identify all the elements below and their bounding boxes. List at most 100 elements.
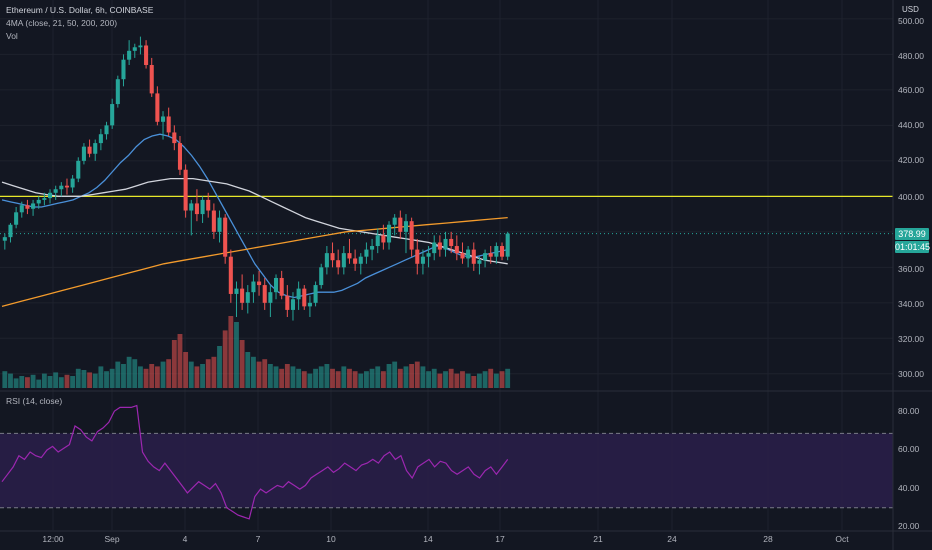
candle-body xyxy=(189,203,194,211)
volume-bar xyxy=(420,366,426,388)
volume-bar xyxy=(217,346,222,388)
candle xyxy=(477,256,482,275)
volume-bar xyxy=(318,366,324,388)
legend-vol[interactable]: Vol xyxy=(6,31,18,41)
candle-body xyxy=(460,253,465,259)
price-tick: 300.00 xyxy=(898,369,924,379)
candle-body xyxy=(347,253,352,259)
volume-bar xyxy=(13,378,19,388)
volume-bar xyxy=(19,376,25,388)
date-tick: 21 xyxy=(593,534,603,544)
volume-bar xyxy=(25,377,30,388)
candle-body xyxy=(279,277,284,296)
volume-bar xyxy=(256,361,262,388)
volume-bar xyxy=(41,373,47,388)
candle-body xyxy=(25,205,30,209)
candle xyxy=(324,246,329,275)
volume-bar xyxy=(341,366,347,388)
candle-body xyxy=(262,285,267,303)
volume-bar xyxy=(177,334,183,388)
candle xyxy=(19,201,24,218)
price-tick: 500.00 xyxy=(898,16,924,26)
candle xyxy=(319,263,324,289)
price-tick: 360.00 xyxy=(898,264,924,274)
volume-bar xyxy=(279,368,285,388)
candle xyxy=(177,136,183,176)
candle-body xyxy=(93,143,98,154)
candle-body xyxy=(172,132,177,144)
volume-bar xyxy=(471,376,477,388)
candle-body xyxy=(353,258,358,264)
volume-bar xyxy=(143,368,149,388)
volume-bar xyxy=(324,364,330,388)
candle xyxy=(336,249,341,275)
candle-body xyxy=(420,256,425,264)
legend-symbol[interactable]: Ethereum / U.S. Dollar, 6h, COINBASE xyxy=(6,5,154,15)
candle xyxy=(223,214,228,264)
candle-body xyxy=(53,189,58,193)
candle-body xyxy=(290,299,296,310)
candle-body xyxy=(87,146,92,154)
legend-rsi[interactable]: RSI (14, close) xyxy=(6,396,63,406)
candle-body xyxy=(132,47,137,51)
candle-body xyxy=(251,281,256,293)
candle xyxy=(206,192,211,218)
candle xyxy=(426,246,431,268)
candle xyxy=(375,228,380,254)
candle xyxy=(403,214,409,254)
candle xyxy=(443,231,448,257)
candle-body xyxy=(454,246,459,254)
candle-body xyxy=(160,116,166,122)
candle-body xyxy=(364,249,369,257)
candle xyxy=(121,54,126,87)
candle xyxy=(437,235,442,257)
volume-bar xyxy=(126,356,132,388)
candle-body xyxy=(110,104,115,126)
candle xyxy=(257,270,262,296)
volume-bar xyxy=(477,373,482,388)
rsi-band xyxy=(0,432,893,509)
candle xyxy=(76,157,81,183)
candle xyxy=(392,214,397,236)
candle-body xyxy=(488,253,493,257)
date-tick: 10 xyxy=(326,534,336,544)
candle xyxy=(240,274,245,310)
candle xyxy=(127,40,132,66)
candle xyxy=(228,249,233,303)
candle xyxy=(330,242,335,268)
volume-bar xyxy=(414,361,420,388)
candle xyxy=(87,139,92,158)
volume-bar xyxy=(347,368,352,388)
candle-body xyxy=(59,185,64,190)
volume-bar xyxy=(87,372,92,388)
volume-bar xyxy=(403,366,409,388)
candle xyxy=(70,175,75,193)
rsi-tick: 40.00 xyxy=(898,483,920,493)
candle xyxy=(353,249,358,271)
rsi-tick: 60.00 xyxy=(898,444,920,454)
candle-body xyxy=(358,256,363,264)
candle-body xyxy=(240,288,245,303)
legend-ma[interactable]: 4MA (close, 21, 50, 200, 200) xyxy=(6,18,118,28)
candle-body xyxy=(381,235,386,243)
volume-bar xyxy=(375,366,381,388)
volume-bar xyxy=(482,371,488,388)
candle xyxy=(341,246,346,275)
candle-body xyxy=(257,281,262,286)
candle xyxy=(42,192,47,206)
resistance-line xyxy=(0,195,893,235)
candle xyxy=(279,270,284,300)
ma-50-line xyxy=(1,177,508,265)
candle xyxy=(420,249,425,275)
volume-bar xyxy=(98,366,104,388)
candle-body xyxy=(432,242,437,254)
volume-bars xyxy=(2,316,511,388)
volume-bar xyxy=(262,359,268,388)
volume-bar xyxy=(211,356,217,388)
candle-body xyxy=(302,288,307,307)
date-tick: Oct xyxy=(835,534,849,544)
price-tick: 400.00 xyxy=(898,192,924,202)
candle-body xyxy=(505,233,510,257)
volume-bar xyxy=(307,373,313,388)
